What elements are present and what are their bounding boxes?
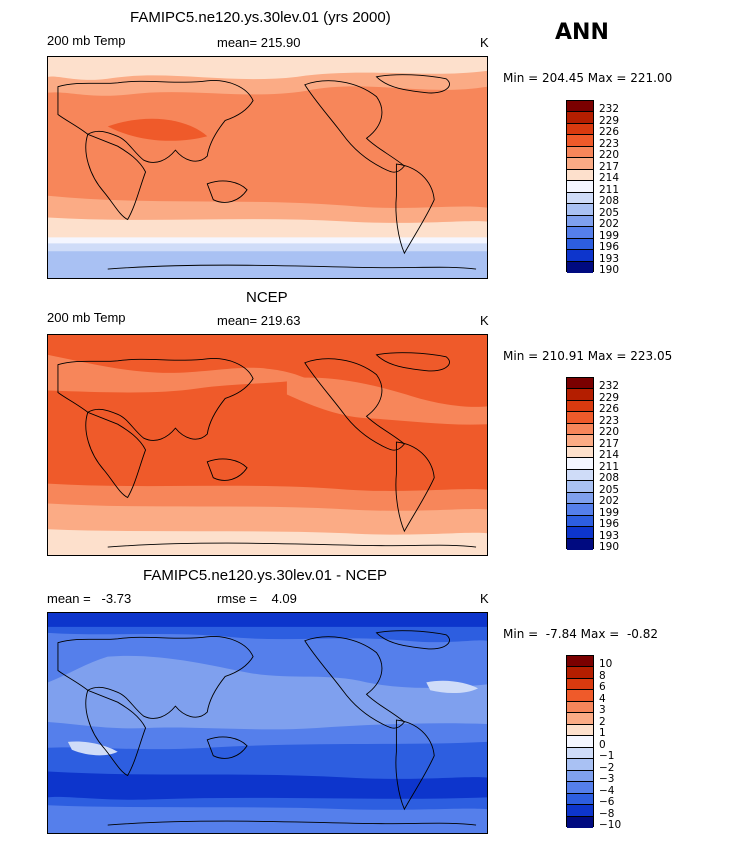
panel3-units: K bbox=[480, 591, 489, 606]
panel1-colorbar-label: 220 bbox=[599, 149, 620, 161]
panel3-colorbar-label: −4 bbox=[599, 784, 615, 797]
panel2-variable-label: 200 mb Temp bbox=[47, 310, 126, 325]
panel2-minmax: Min = 210.91 Max = 223.05 bbox=[503, 349, 673, 363]
panel3-minmax: Min = -7.84 Max = -0.82 bbox=[503, 627, 659, 641]
panel3-colorbar-label: −1 bbox=[599, 750, 615, 762]
panel2-map bbox=[47, 334, 488, 556]
panel3-colorbar-label: −10 bbox=[599, 819, 622, 831]
panel3-colorbar-label: 8 bbox=[599, 669, 606, 682]
panel1-colorbar-label: 205 bbox=[599, 206, 620, 219]
panel2-title: NCEP bbox=[246, 289, 288, 306]
panel1-colorbar-label: 190 bbox=[599, 264, 620, 276]
panel3-colorbar-label: 6 bbox=[599, 681, 606, 693]
panel2-colorbar-label: 217 bbox=[599, 437, 620, 450]
panel1-colorbar-label: 226 bbox=[599, 126, 620, 138]
panel3-map bbox=[47, 612, 488, 834]
panel1-colorbar bbox=[566, 100, 594, 274]
panel1-map bbox=[47, 56, 488, 279]
panel1-colorbar-label: 199 bbox=[599, 229, 620, 242]
panel3-colorbar-label: 10 bbox=[599, 658, 613, 670]
panel2-colorbar-label: 208 bbox=[599, 472, 620, 484]
panel1-colorbar-label: 229 bbox=[599, 114, 620, 127]
panel3-colorbar bbox=[566, 655, 594, 829]
panel2-colorbar-label: 214 bbox=[599, 449, 620, 461]
panel3-title: FAMIPC5.ne120.ys.30lev.01 - NCEP bbox=[143, 567, 387, 584]
panel1-units: K bbox=[480, 35, 489, 50]
panel3-colorbar-label: 3 bbox=[599, 704, 606, 716]
panel3-colorbar-label: 2 bbox=[599, 715, 606, 728]
panel3-colorbar-label: −3 bbox=[599, 773, 615, 785]
panel3-mean-label: mean = -3.73 bbox=[47, 591, 132, 606]
panel1-colorbar-label: 223 bbox=[599, 137, 620, 150]
panel1-colorbar-label: 193 bbox=[599, 252, 620, 265]
panel1-colorbar-label: 208 bbox=[599, 195, 620, 207]
panel2-colorbar-label: 229 bbox=[599, 391, 620, 404]
panel3-colorbar-label: 4 bbox=[599, 692, 606, 705]
panel2-colorbar-label: 223 bbox=[599, 414, 620, 427]
panel3-colorbar-label: −2 bbox=[599, 761, 615, 774]
panel3-rmse-label: rmse = 4.09 bbox=[217, 591, 297, 606]
panel2-colorbar-label: 202 bbox=[599, 495, 620, 507]
panel2-colorbar-label: 220 bbox=[599, 426, 620, 438]
panel3-colorbar-label: 1 bbox=[599, 727, 606, 739]
panel1-colorbar-label: 214 bbox=[599, 172, 620, 184]
panel2-colorbar-label: 211 bbox=[599, 460, 620, 473]
panel2-colorbar-label: 226 bbox=[599, 403, 620, 415]
panel3-colorbar-label: −8 bbox=[599, 807, 615, 820]
panel2-colorbar-label: 193 bbox=[599, 529, 620, 542]
panel2-colorbar-label: 205 bbox=[599, 483, 620, 496]
panel2-mean-label: mean= 219.63 bbox=[217, 313, 301, 328]
panel1-colorbar-label: 202 bbox=[599, 218, 620, 230]
panel3-colorbar-label: 0 bbox=[599, 738, 606, 751]
panel2-units: K bbox=[480, 313, 489, 328]
panel3-colorbar-label: −6 bbox=[599, 796, 615, 808]
panel2-colorbar-label: 199 bbox=[599, 506, 620, 519]
panel1-colorbar-label: 232 bbox=[599, 103, 620, 115]
panel2-colorbar bbox=[566, 377, 594, 551]
panel1-colorbar-label: 217 bbox=[599, 160, 620, 173]
season-label: ANN bbox=[555, 20, 609, 45]
panel2-colorbar-label: 196 bbox=[599, 518, 620, 530]
panel1-colorbar-label: 196 bbox=[599, 241, 620, 253]
panel1-title: FAMIPC5.ne120.ys.30lev.01 (yrs 2000) bbox=[130, 9, 391, 26]
panel1-minmax: Min = 204.45 Max = 221.00 bbox=[503, 71, 673, 85]
panel2-colorbar-label: 190 bbox=[599, 541, 620, 553]
panel2-colorbar-label: 232 bbox=[599, 380, 620, 392]
panel1-mean-label: mean= 215.90 bbox=[217, 35, 301, 50]
panel1-colorbar-label: 211 bbox=[599, 183, 620, 196]
panel1-variable-label: 200 mb Temp bbox=[47, 33, 126, 48]
